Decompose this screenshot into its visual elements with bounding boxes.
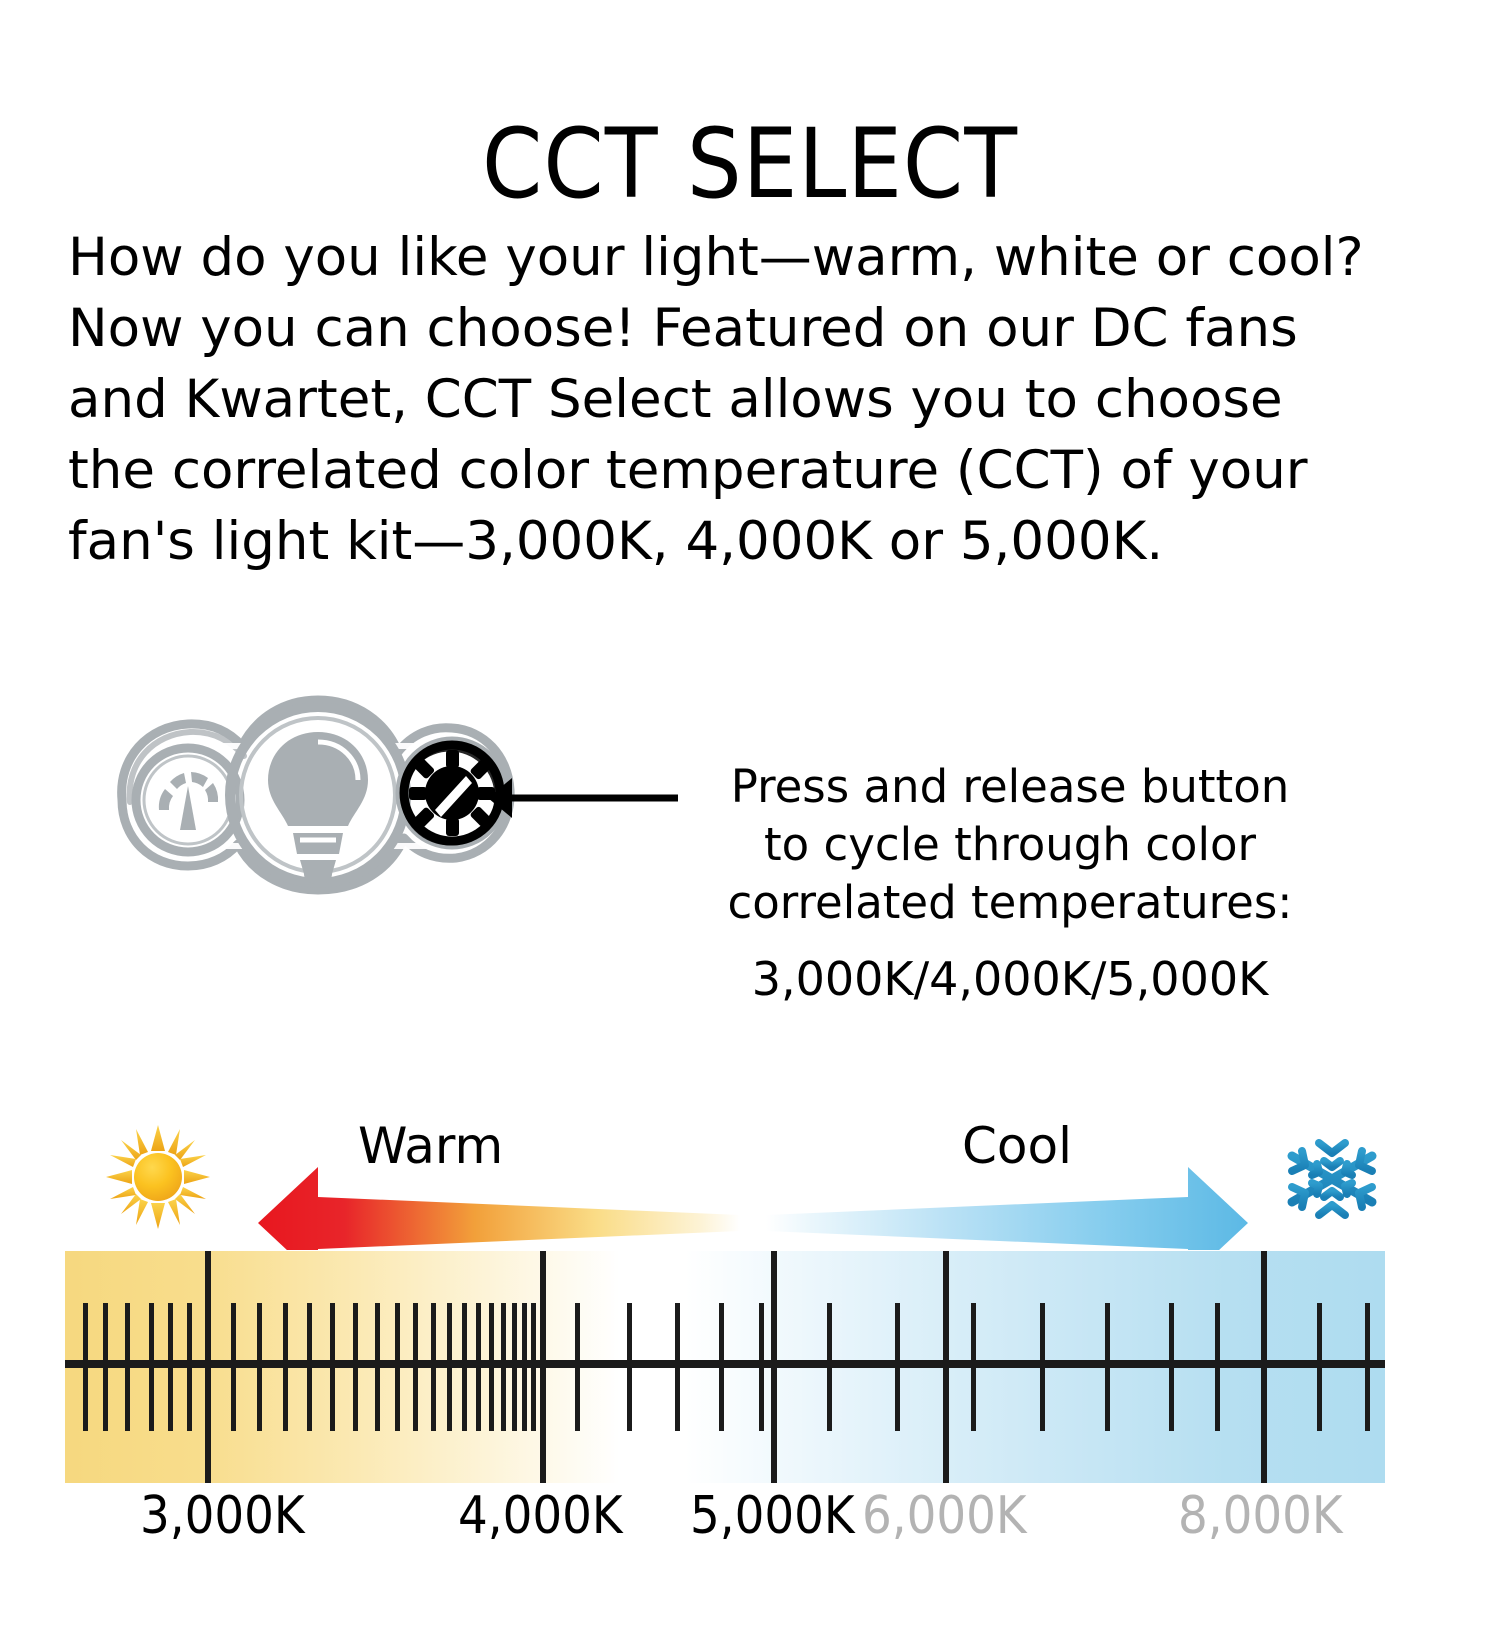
sun-icon [106, 1125, 210, 1229]
intro-line-3-text: and Kwartet, CCT Select allows you to ch… [68, 369, 1283, 430]
scale-tick-minor [257, 1303, 262, 1431]
scale-tick-minor [330, 1303, 335, 1431]
scale-tick-minor [489, 1303, 494, 1431]
warm-label: Warm [358, 1117, 504, 1175]
page-title: CCT SELECT [482, 108, 1018, 221]
callout-line-1: Press and release button [730, 760, 1290, 813]
scale-tick-minor [1365, 1303, 1370, 1431]
scale-tick-minor [413, 1303, 418, 1431]
dimmer-dial-icon [158, 772, 219, 830]
scale-tick-minor [501, 1303, 506, 1431]
light-bulb-inner-highlight [300, 739, 361, 843]
scale-tick-major [943, 1251, 949, 1483]
scale-tick-minor [895, 1303, 900, 1431]
scale-tick-minor [395, 1303, 400, 1431]
light-bulb-button[interactable] [225, 702, 411, 888]
scale-tick-major [1261, 1251, 1267, 1483]
remote-illustration [60, 650, 680, 940]
scale-tick-minor [1215, 1303, 1220, 1431]
scale-axis-line [65, 1360, 1385, 1368]
scale-label-3000K: 3,000K [140, 1486, 305, 1546]
scale-tick-minor [231, 1303, 236, 1431]
scale-tick-minor [1040, 1303, 1045, 1431]
intro-line-1: How do you like your light—warm, white o… [68, 222, 1364, 293]
scale-tick-minor [187, 1303, 192, 1431]
callout-line-3: correlated temperatures: [727, 876, 1293, 929]
intro-line-4-text: the correlated color temperature (CCT) o… [68, 440, 1308, 501]
cct-scale-ruler [65, 1251, 1385, 1483]
scale-tick-minor [431, 1303, 436, 1431]
dimmer-dial-button[interactable] [131, 743, 245, 857]
intro-line-5: fan's light kit—3,000K, 4,000K or 5,000K… [68, 506, 1356, 577]
scale-tick-minor [827, 1303, 832, 1431]
scale-tick-minor [575, 1303, 580, 1431]
intro-line-2: Now you can choose! Featured on our DC f… [68, 293, 1356, 364]
warm-arrow [258, 1167, 740, 1279]
intro-paragraph: How do you like your light—warm, white o… [68, 222, 1364, 577]
scale-tick-minor [1169, 1303, 1174, 1431]
intro-line-1-text: How do you like your light—warm, white o… [68, 227, 1364, 288]
scale-tick-minor [627, 1303, 632, 1431]
callout-temperatures: 3,000K/4,000K/5,000K [751, 952, 1269, 1006]
scale-tick-minor [283, 1303, 288, 1431]
scale-label-5000K: 5,000K [690, 1486, 855, 1546]
intro-line-4: the correlated color temperature (CCT) o… [68, 435, 1356, 506]
callout-text: Press and release button to cycle throug… [700, 758, 1320, 1008]
callout-line-2: to cycle through color [763, 818, 1256, 871]
scale-tick-minor [719, 1303, 724, 1431]
scale-labels: 3,000K 4,000K 5,000K 6,000K 8,000K [0, 1486, 1500, 1576]
scale-tick-minor [307, 1303, 312, 1431]
scale-tick-minor [375, 1303, 380, 1431]
scale-tick-minor [353, 1303, 358, 1431]
scale-tick-major [771, 1251, 777, 1483]
intro-line-5-text: fan's light kit—3,000K, 4,000K or 5,000K… [68, 511, 1164, 572]
scale-tick-minor [531, 1303, 536, 1431]
scale-label-4000K: 4,000K [458, 1486, 623, 1546]
cct-select-sun-icon [409, 750, 495, 836]
cct-select-button[interactable] [395, 736, 509, 850]
scale-tick-minor [512, 1303, 517, 1431]
scale-tick-minor [759, 1303, 764, 1431]
intro-line-2-text: Now you can choose! Featured on our DC f… [68, 298, 1298, 359]
intro-line-3: and Kwartet, CCT Select allows you to ch… [68, 364, 1356, 435]
snowflake-icon [1287, 1128, 1377, 1230]
scale-tick-minor [522, 1303, 527, 1431]
scale-label-6000K: 6,000K [862, 1486, 1027, 1546]
scale-tick-minor [1317, 1303, 1322, 1431]
light-bulb-icon [268, 732, 368, 884]
scale-tick-minor [149, 1303, 154, 1431]
warm-cool-arrow-band: Warm Cool [100, 1105, 1400, 1279]
scale-tick-minor [1105, 1303, 1110, 1431]
callout-leader-line [488, 778, 678, 818]
cool-label: Cool [962, 1117, 1072, 1175]
scale-tick-minor [971, 1303, 976, 1431]
scale-tick-minor [675, 1303, 680, 1431]
scale-tick-minor [462, 1303, 467, 1431]
cool-arrow [766, 1167, 1248, 1279]
scale-tick-minor [125, 1303, 130, 1431]
scale-tick-minor [447, 1303, 452, 1431]
scale-tick-minor [103, 1303, 108, 1431]
scale-tick-minor [168, 1303, 173, 1431]
scale-tick-major [205, 1251, 211, 1483]
scale-tick-minor [83, 1303, 88, 1431]
scale-tick-major [540, 1251, 546, 1483]
scale-label-8000K: 8,000K [1178, 1486, 1343, 1546]
scale-tick-minor [476, 1303, 481, 1431]
